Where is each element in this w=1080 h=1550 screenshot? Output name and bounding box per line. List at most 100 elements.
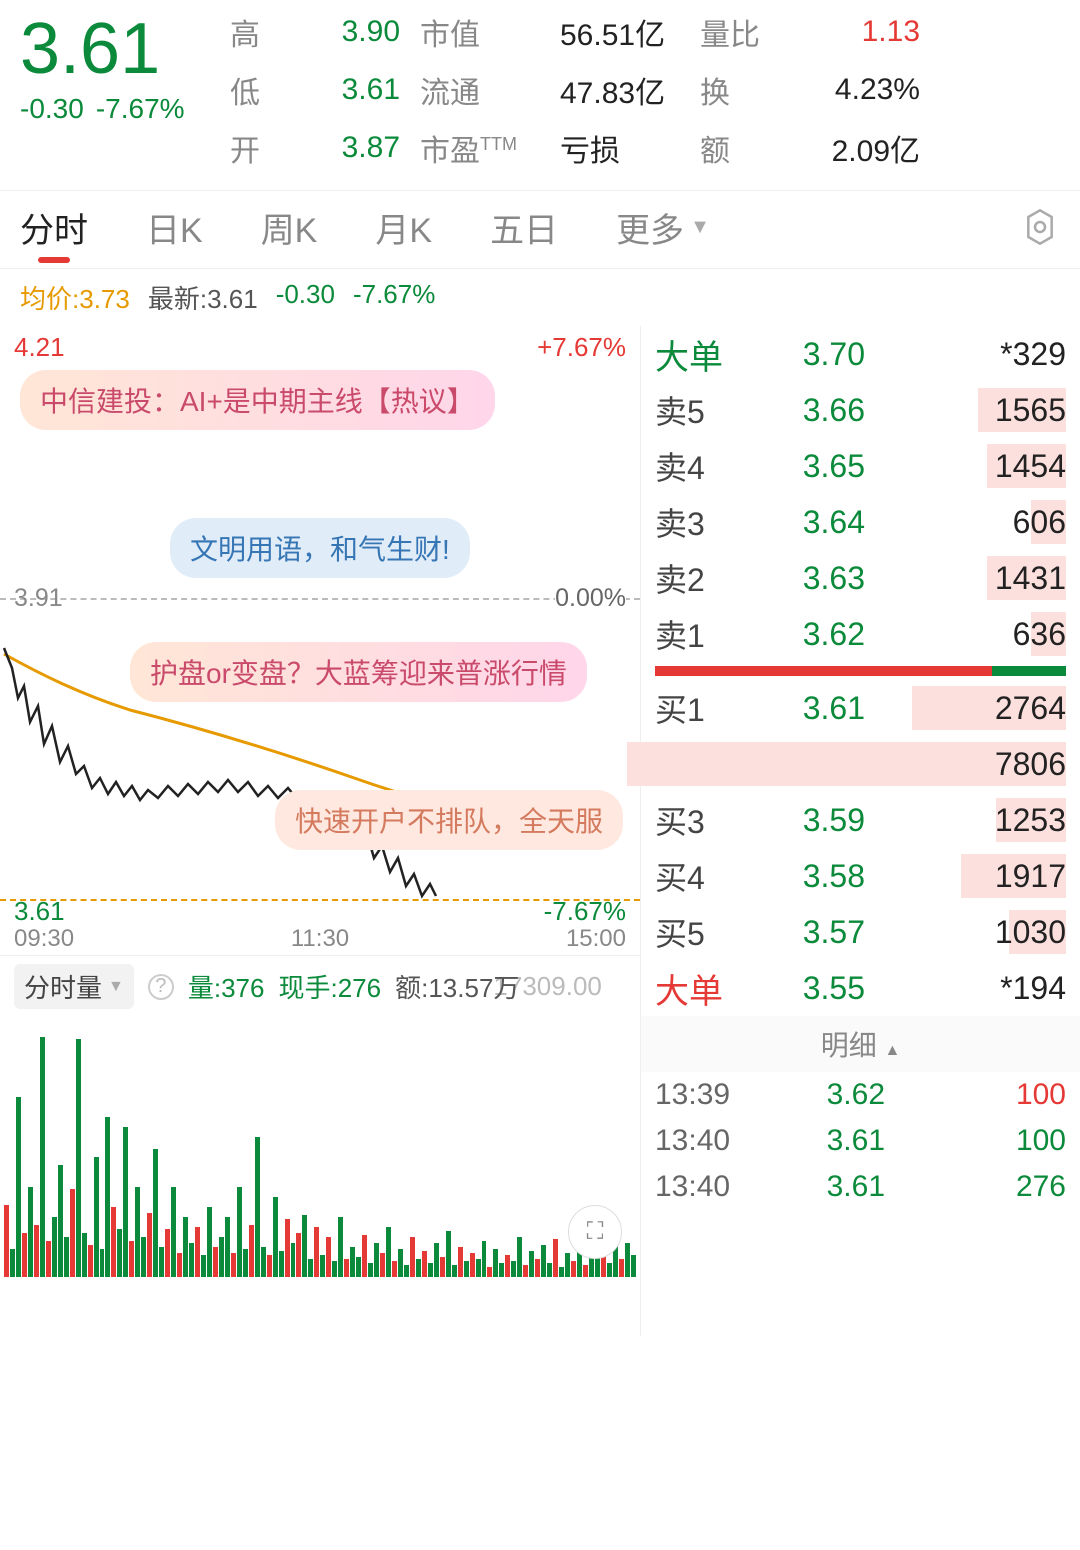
news-bubble[interactable]: 中信建投：AI+是中期主线【热议】 [20, 370, 495, 430]
stat-label: 低 [230, 68, 290, 112]
ob-price: 3.63 [745, 560, 865, 597]
vol-bar [129, 1241, 134, 1277]
ob-volume: 1454 [865, 448, 1066, 485]
vol-bar [529, 1251, 534, 1277]
vol-bar [302, 1215, 307, 1277]
ob-price: 3.55 [745, 970, 865, 1007]
stat-label: 市盈TTM [420, 126, 560, 170]
vol-bar [34, 1225, 39, 1277]
tab-more[interactable]: 更多▼ [616, 203, 710, 260]
stats-grid: 高 3.90 市值 56.51亿 量比 1.13低 3.61 流通 47.83亿… [230, 10, 1060, 170]
orderbook-row[interactable]: 买5 3.57 1030 [641, 904, 1080, 960]
ob-price: 3.59 [745, 802, 865, 839]
vol-bar [237, 1187, 242, 1277]
ob-volume: 1917 [865, 858, 1066, 895]
volume-chart[interactable]: ⛶ [0, 1017, 640, 1277]
news-bubble[interactable]: 护盘or变盘？大蓝筹迎来普涨行情 [130, 642, 587, 702]
orderbook-row[interactable]: 买2 3.60 7806 [641, 736, 1080, 792]
ob-label: 卖3 [655, 499, 745, 545]
vol-bar [535, 1259, 540, 1277]
tab-日K[interactable]: 日K [146, 203, 203, 260]
expand-icon[interactable]: ⛶ [568, 1205, 622, 1259]
vol-bar [505, 1255, 510, 1277]
vol-bar [595, 1257, 600, 1277]
ob-price: 3.66 [745, 392, 865, 429]
stat-value: 1.13 [790, 15, 920, 49]
stat-label: 量比 [700, 10, 790, 54]
ob-volume: 1030 [865, 914, 1066, 951]
ob-label: 买5 [655, 909, 745, 955]
vol-bar [28, 1187, 33, 1277]
vol-bar [135, 1187, 140, 1277]
vol-bar [547, 1263, 552, 1277]
vol-bar [511, 1261, 516, 1277]
news-bubble[interactable]: 快速开户不排队，全天服 [275, 790, 623, 850]
x-tick: 11:30 [291, 925, 349, 953]
orderbook-row[interactable]: 卖5 3.66 1565 [641, 382, 1080, 438]
news-bubble[interactable]: 文明用语，和气生财! [170, 518, 470, 578]
stat-value: 3.87 [290, 131, 420, 165]
help-icon[interactable]: ? [148, 974, 174, 1000]
tab-五日[interactable]: 五日 [490, 203, 558, 260]
vol-bar [434, 1243, 439, 1277]
ob-volume: *194 [865, 970, 1066, 1007]
orderbook-row[interactable]: 大单 3.70 *329 [641, 326, 1080, 382]
ob-label: 买1 [655, 685, 745, 731]
vol-bar [476, 1259, 481, 1277]
vol-bar [123, 1127, 128, 1277]
vol-bar [565, 1253, 570, 1277]
stat-value: 3.61 [290, 73, 420, 107]
vol-bar [94, 1157, 99, 1277]
current-price: 3.61 [20, 10, 230, 89]
vol-bar [458, 1247, 463, 1277]
stat-label: 市值 [420, 10, 560, 54]
vol-bar [40, 1037, 45, 1277]
ob-label: 卖1 [655, 611, 745, 657]
trade-detail-row: 13:39 3.62 100 [641, 1072, 1080, 1118]
orderbook-row[interactable]: 卖3 3.64 606 [641, 494, 1080, 550]
vol-bar [189, 1243, 194, 1277]
stat-label: 额 [700, 126, 790, 170]
vol-bar [404, 1265, 409, 1277]
orderbook-row[interactable]: 大单 3.55 *194 [641, 960, 1080, 1016]
trade-detail-header[interactable]: 明细 ▲ [641, 1016, 1080, 1072]
vol-bar [249, 1225, 254, 1277]
tab-月K[interactable]: 月K [375, 203, 432, 260]
vol-bar [308, 1259, 313, 1277]
vol-bar [261, 1247, 266, 1277]
vol-bar [631, 1255, 636, 1277]
orderbook-row[interactable]: 买3 3.59 1253 [641, 792, 1080, 848]
orderbook-row[interactable]: 卖4 3.65 1454 [641, 438, 1080, 494]
vol-bar [416, 1259, 421, 1277]
vol-bar [201, 1255, 206, 1277]
tab-周K[interactable]: 周K [261, 203, 318, 260]
ob-price: 3.65 [745, 448, 865, 485]
ob-label: 卖5 [655, 387, 745, 433]
stat-value: 56.51亿 [560, 10, 700, 54]
orderbook-row[interactable]: 买4 3.58 1917 [641, 848, 1080, 904]
orderbook-row[interactable]: 卖2 3.63 1431 [641, 550, 1080, 606]
chart-infobar: 均价:3.73 最新:3.61 -0.30 -7.67% [0, 269, 1080, 326]
price-block: 3.61 -0.30-7.67% [20, 10, 230, 170]
chart-tabs: 分时 日K 周K 月K 五日 更多▼ [0, 191, 1080, 269]
x-tick: 09:30 [14, 925, 74, 953]
vol-bar [111, 1207, 116, 1277]
volume-selector[interactable]: 分时量▼ [14, 964, 134, 1009]
chart-column: 4.21 +7.67% 3.91 0.00% 3.61 -7.67% 中信建投：… [0, 326, 640, 1336]
vol-bar [183, 1217, 188, 1277]
orderbook-row[interactable]: 卖1 3.62 636 [641, 606, 1080, 662]
vol-bar [350, 1247, 355, 1277]
vol-bar [410, 1237, 415, 1277]
vol-bar [523, 1265, 528, 1277]
orderbook-row[interactable]: 买1 3.61 2764 [641, 680, 1080, 736]
vol-bar [82, 1233, 87, 1277]
ob-volume: 7806 [865, 746, 1066, 783]
tab-分时[interactable]: 分时 [20, 203, 88, 260]
vol-bar [225, 1217, 230, 1277]
intraday-chart[interactable]: 4.21 +7.67% 3.91 0.00% 3.61 -7.67% 中信建投：… [0, 326, 640, 956]
trade-detail-row: 13:40 3.61 100 [641, 1118, 1080, 1164]
ob-price: 3.61 [745, 690, 865, 727]
settings-icon[interactable] [1020, 207, 1060, 256]
vol-bar [279, 1251, 284, 1277]
trade-detail-row: 13:40 3.61 276 [641, 1164, 1080, 1210]
